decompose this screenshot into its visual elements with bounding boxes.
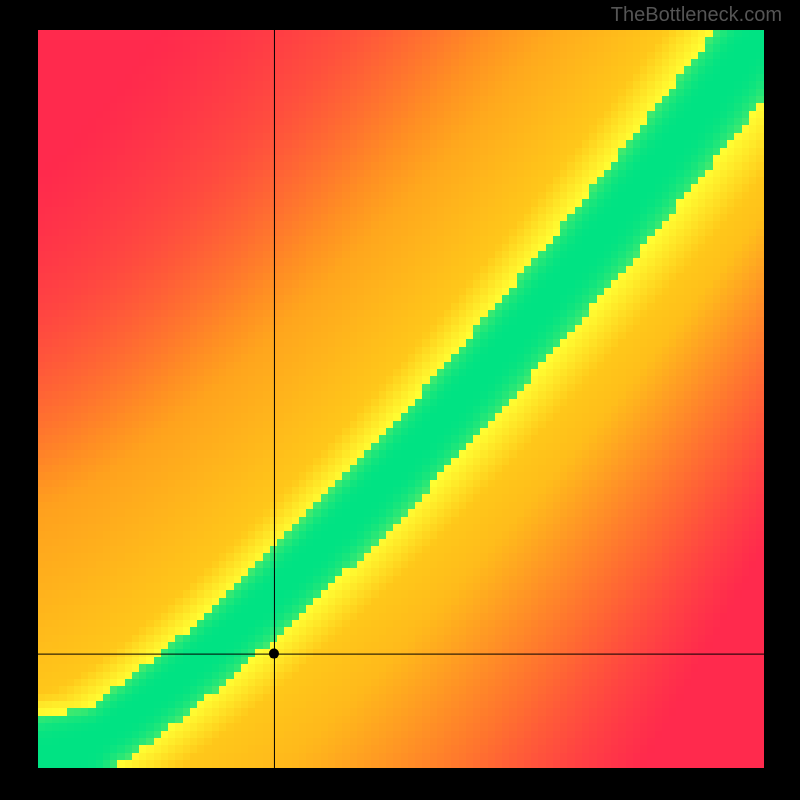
chart-container: { "type": "heatmap", "source_watermark":…: [0, 0, 800, 800]
watermark-text: TheBottleneck.com: [611, 4, 782, 27]
bottleneck-heatmap: [38, 30, 764, 768]
